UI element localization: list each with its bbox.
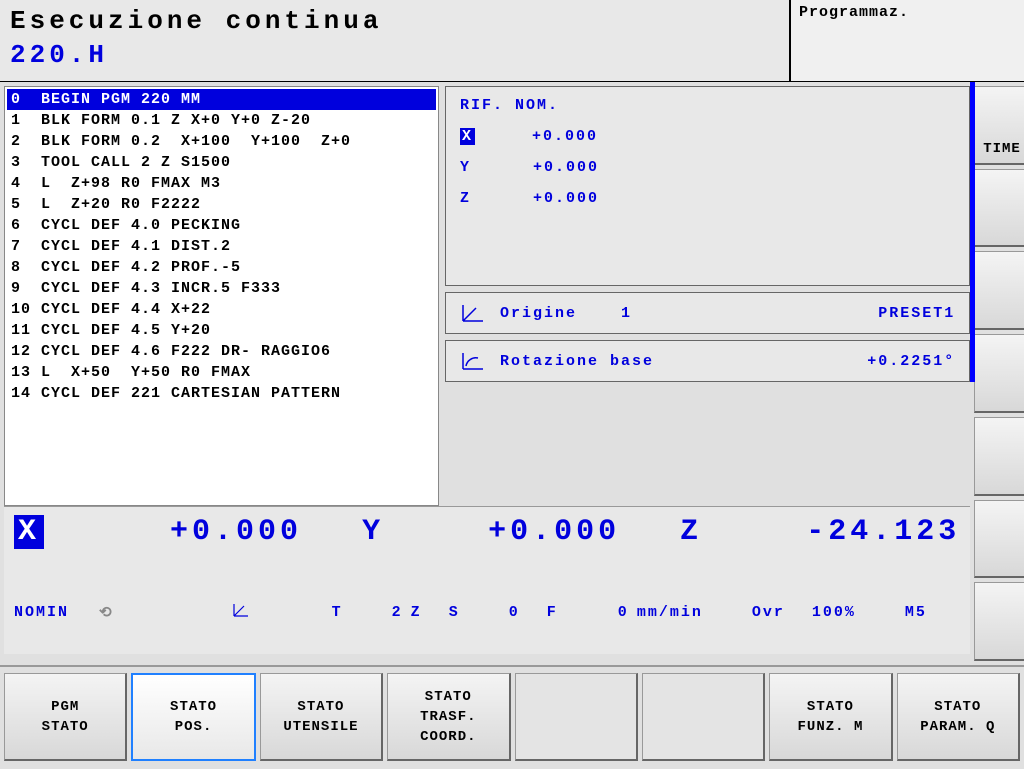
- rotation-box[interactable]: Rotazione base +0.2251°: [445, 340, 970, 382]
- program-line[interactable]: 11 CYCL DEF 4.5 Y+20: [7, 320, 436, 341]
- spindle-value: 0: [509, 604, 520, 621]
- side-button-empty[interactable]: [974, 500, 1024, 579]
- program-line[interactable]: 2 BLK FORM 0.2 X+100 Y+100 Z+0: [7, 131, 436, 152]
- softkey-utensile[interactable]: STATOUTENSILE: [260, 673, 383, 761]
- program-line[interactable]: 14 CYCL DEF 221 CARTESIAN PATTERN: [7, 383, 436, 404]
- nominal-title: RIF. NOM.: [460, 97, 955, 114]
- program-line[interactable]: 10 CYCL DEF 4.4 X+22: [7, 299, 436, 320]
- header-bar: Esecuzione continua 220.H Programmaz.: [0, 0, 1024, 82]
- nominal-axis-value: +0.000: [500, 190, 599, 207]
- nominal-axis-value: +0.000: [499, 128, 598, 145]
- z-label: Z: [411, 604, 422, 621]
- side-button-empty[interactable]: [974, 169, 1024, 248]
- side-button-empty[interactable]: [974, 417, 1024, 496]
- origin-icon: [460, 302, 486, 324]
- origin-preset: PRESET1: [878, 305, 955, 322]
- program-listing[interactable]: 0 BEGIN PGM 220 MM1 BLK FORM 0.1 Z X+0 Y…: [4, 86, 439, 506]
- softkey-trasf-[interactable]: STATOTRASF.COORD.: [387, 673, 510, 761]
- time-button[interactable]: TIME: [974, 86, 1024, 165]
- softkey-empty: [515, 673, 638, 761]
- origin-number: 1: [621, 305, 632, 322]
- content-area: 0 BEGIN PGM 220 MM1 BLK FORM 0.1 Z X+0 Y…: [0, 82, 974, 665]
- program-line[interactable]: 4 L Z+98 R0 FMAX M3: [7, 173, 436, 194]
- override-value: 100%: [812, 604, 856, 621]
- program-line[interactable]: 0 BEGIN PGM 220 MM: [7, 89, 436, 110]
- header-left: Esecuzione continua 220.H: [0, 0, 789, 81]
- y-position: [392, 515, 480, 549]
- nominal-axis-row: Y +0.000: [460, 159, 955, 176]
- softkey-pos-[interactable]: STATOPOS.: [131, 673, 255, 761]
- status-line: NOMIN ⟲ T 2 Z S 0 F 0 mm/: [14, 585, 960, 640]
- program-line[interactable]: 5 L Z+20 R0 F2222: [7, 194, 436, 215]
- x-position: [52, 515, 162, 549]
- nominal-axis-label: Z: [460, 190, 500, 207]
- softkey-empty: [642, 673, 765, 761]
- feed-unit: mm/min: [637, 604, 703, 621]
- rotation-value: +0.2251°: [867, 353, 955, 370]
- program-line[interactable]: 9 CYCL DEF 4.3 INCR.5 F333: [7, 278, 436, 299]
- program-line[interactable]: 12 CYCL DEF 4.6 F222 DR- RAGGIO6: [7, 341, 436, 362]
- tool-number: 2: [392, 604, 403, 621]
- axis-icon: [122, 585, 250, 640]
- program-line[interactable]: 6 CYCL DEF 4.0 PECKING: [7, 215, 436, 236]
- mode-title: Esecuzione continua: [10, 6, 779, 36]
- nominal-axis-row: X +0.000: [460, 128, 955, 145]
- rotation-icon: [460, 350, 486, 372]
- side-button-empty[interactable]: [974, 334, 1024, 413]
- horizontal-softkeys: PGMSTATOSTATOPOS.STATOUTENSILESTATOTRASF…: [0, 665, 1024, 765]
- softkey-param-q[interactable]: STATOPARAM. Q: [897, 673, 1020, 761]
- feed-label: F: [547, 604, 558, 621]
- program-name: 220.H: [10, 40, 779, 70]
- x-axis-label: X: [14, 515, 44, 549]
- z-position: [710, 515, 798, 549]
- program-line[interactable]: 13 L X+50 Y+50 R0 FMAX: [7, 362, 436, 383]
- origin-box[interactable]: Origine 1 PRESET1: [445, 292, 970, 334]
- header-right-mode: Programmaz.: [789, 0, 1024, 81]
- display-mode: NOMIN: [14, 604, 69, 621]
- rotation-label: Rotazione base: [500, 353, 654, 370]
- position-readout: X +0.000 Y +0.000 Z -24.123 NOMIN ⟲ T 2: [4, 506, 970, 654]
- program-line[interactable]: 1 BLK FORM 0.1 Z X+0 Y+0 Z-20: [7, 110, 436, 131]
- repeat-icon: ⟲: [77, 603, 114, 622]
- program-line[interactable]: 3 TOOL CALL 2 Z S1500: [7, 152, 436, 173]
- origin-label: Origine: [500, 305, 577, 322]
- feed-value: 0: [618, 604, 629, 621]
- program-line[interactable]: 7 CYCL DEF 4.1 DIST.2: [7, 236, 436, 257]
- side-button-empty[interactable]: [974, 251, 1024, 330]
- nominal-axis-row: Z +0.000: [460, 190, 955, 207]
- spindle-label: S: [449, 604, 460, 621]
- override-label: Ovr: [752, 604, 785, 621]
- nominal-axis-value: +0.000: [500, 159, 599, 176]
- nominal-position-box: RIF. NOM. X +0.000Y +0.000Z +0.000: [445, 86, 970, 286]
- m-code: M5: [905, 604, 927, 621]
- side-button-empty[interactable]: [974, 582, 1024, 661]
- program-line[interactable]: 8 CYCL DEF 4.2 PROF.-5: [7, 257, 436, 278]
- nominal-axis-label: Y: [460, 159, 500, 176]
- y-axis-label: [310, 515, 354, 549]
- tool-label: T: [332, 604, 343, 621]
- vertical-softkeys: TIME: [974, 82, 1024, 665]
- softkey-stato[interactable]: PGMSTATO: [4, 673, 127, 761]
- status-panels: RIF. NOM. X +0.000Y +0.000Z +0.000 Origi…: [439, 86, 970, 506]
- softkey-funz-m[interactable]: STATOFUNZ. M: [769, 673, 892, 761]
- scrollbar-indicator[interactable]: [970, 82, 975, 382]
- nominal-axis-label: X: [460, 128, 475, 145]
- z-axis-label: [628, 515, 672, 549]
